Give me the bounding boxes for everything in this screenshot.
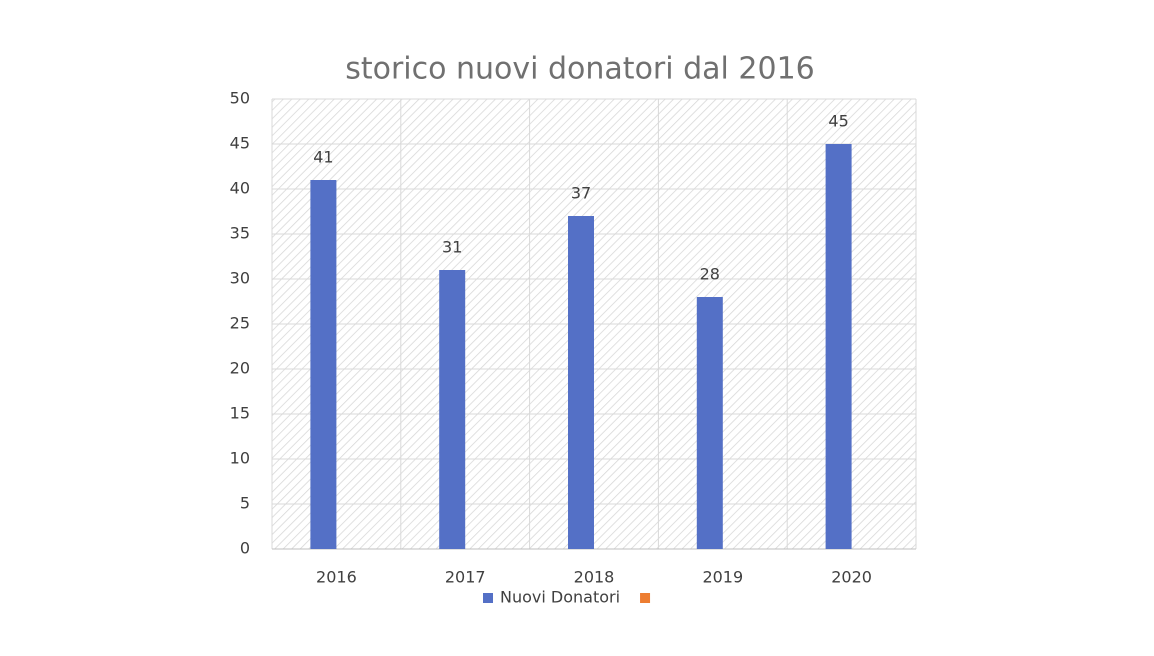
y-tick-label: 5 [240,494,250,513]
x-tick-label: 2017 [445,568,486,587]
y-tick-label: 0 [240,539,250,558]
y-tick-label: 30 [230,269,250,288]
chart-title: storico nuovi donatori dal 2016 [345,52,815,87]
bar [825,144,852,549]
data-label: 45 [828,112,848,131]
legend-swatch [640,593,651,603]
bar [696,297,723,549]
bar [310,180,337,549]
bar [439,270,466,549]
data-label: 28 [700,265,720,284]
bar [568,216,594,549]
x-tick-label: 2018 [574,568,615,587]
y-tick-label: 25 [230,314,250,333]
x-tick-label: 2019 [702,568,743,587]
y-tick-label: 45 [230,134,250,153]
y-tick-label: 20 [230,359,250,378]
data-label: 41 [313,148,333,167]
y-tick-label: 50 [230,89,250,108]
y-tick-label: 40 [230,179,250,198]
legend-label: Nuovi Donatori [500,588,620,607]
y-tick-label: 15 [230,404,250,423]
y-tick-label: 10 [230,449,250,468]
x-tick-label: 2016 [316,568,357,587]
data-label: 37 [571,184,591,203]
legend-swatch [483,593,493,603]
x-tick-label: 2020 [831,568,872,587]
data-label: 31 [442,238,462,257]
y-tick-label: 35 [230,224,250,243]
